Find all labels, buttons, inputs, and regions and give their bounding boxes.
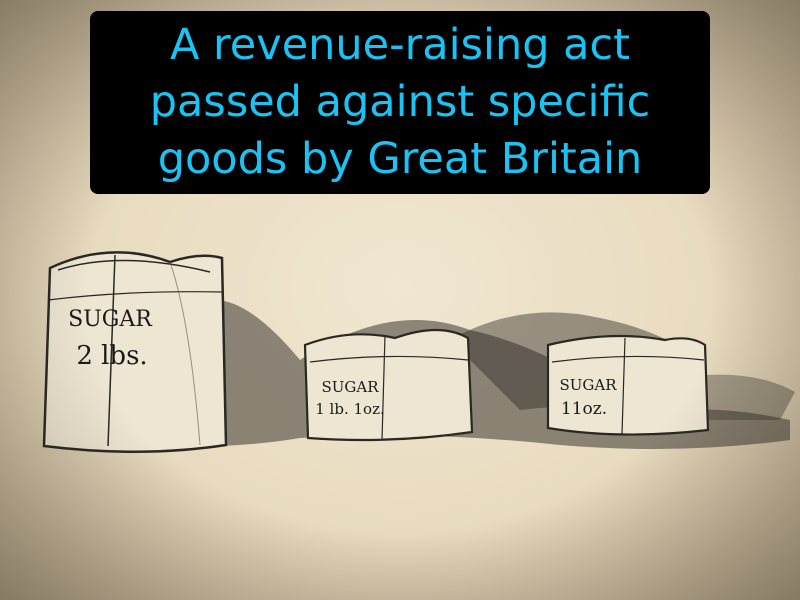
- shadow-scribble-edge: [705, 374, 795, 420]
- sugar-bag-1lb-1oz: SUGAR 1 lb. 1oz.: [303, 328, 474, 442]
- caption-line-1: A revenue-raising act: [169, 20, 631, 70]
- caption-line-2: passed against specific: [149, 77, 651, 127]
- bag-3-product-label: SUGAR: [559, 376, 617, 394]
- bag-2-product-label: SUGAR: [321, 378, 379, 396]
- bag-1-weight-label: 2 lbs.: [76, 341, 147, 371]
- bag-2-weight-label: 1 lb. 1oz.: [315, 400, 385, 418]
- sugar-bag-11oz: SUGAR 11oz.: [546, 334, 710, 436]
- definition-caption-text: A revenue-raising act passed against spe…: [150, 17, 650, 188]
- bag-1-product-label: SUGAR: [68, 307, 153, 332]
- sugar-bag-2lbs: SUGAR 2 lbs.: [42, 251, 228, 453]
- definition-caption-box: A revenue-raising act passed against spe…: [90, 11, 710, 194]
- bag-3-weight-label: 11oz.: [561, 399, 607, 419]
- caption-line-3: goods by Great Britain: [157, 134, 643, 184]
